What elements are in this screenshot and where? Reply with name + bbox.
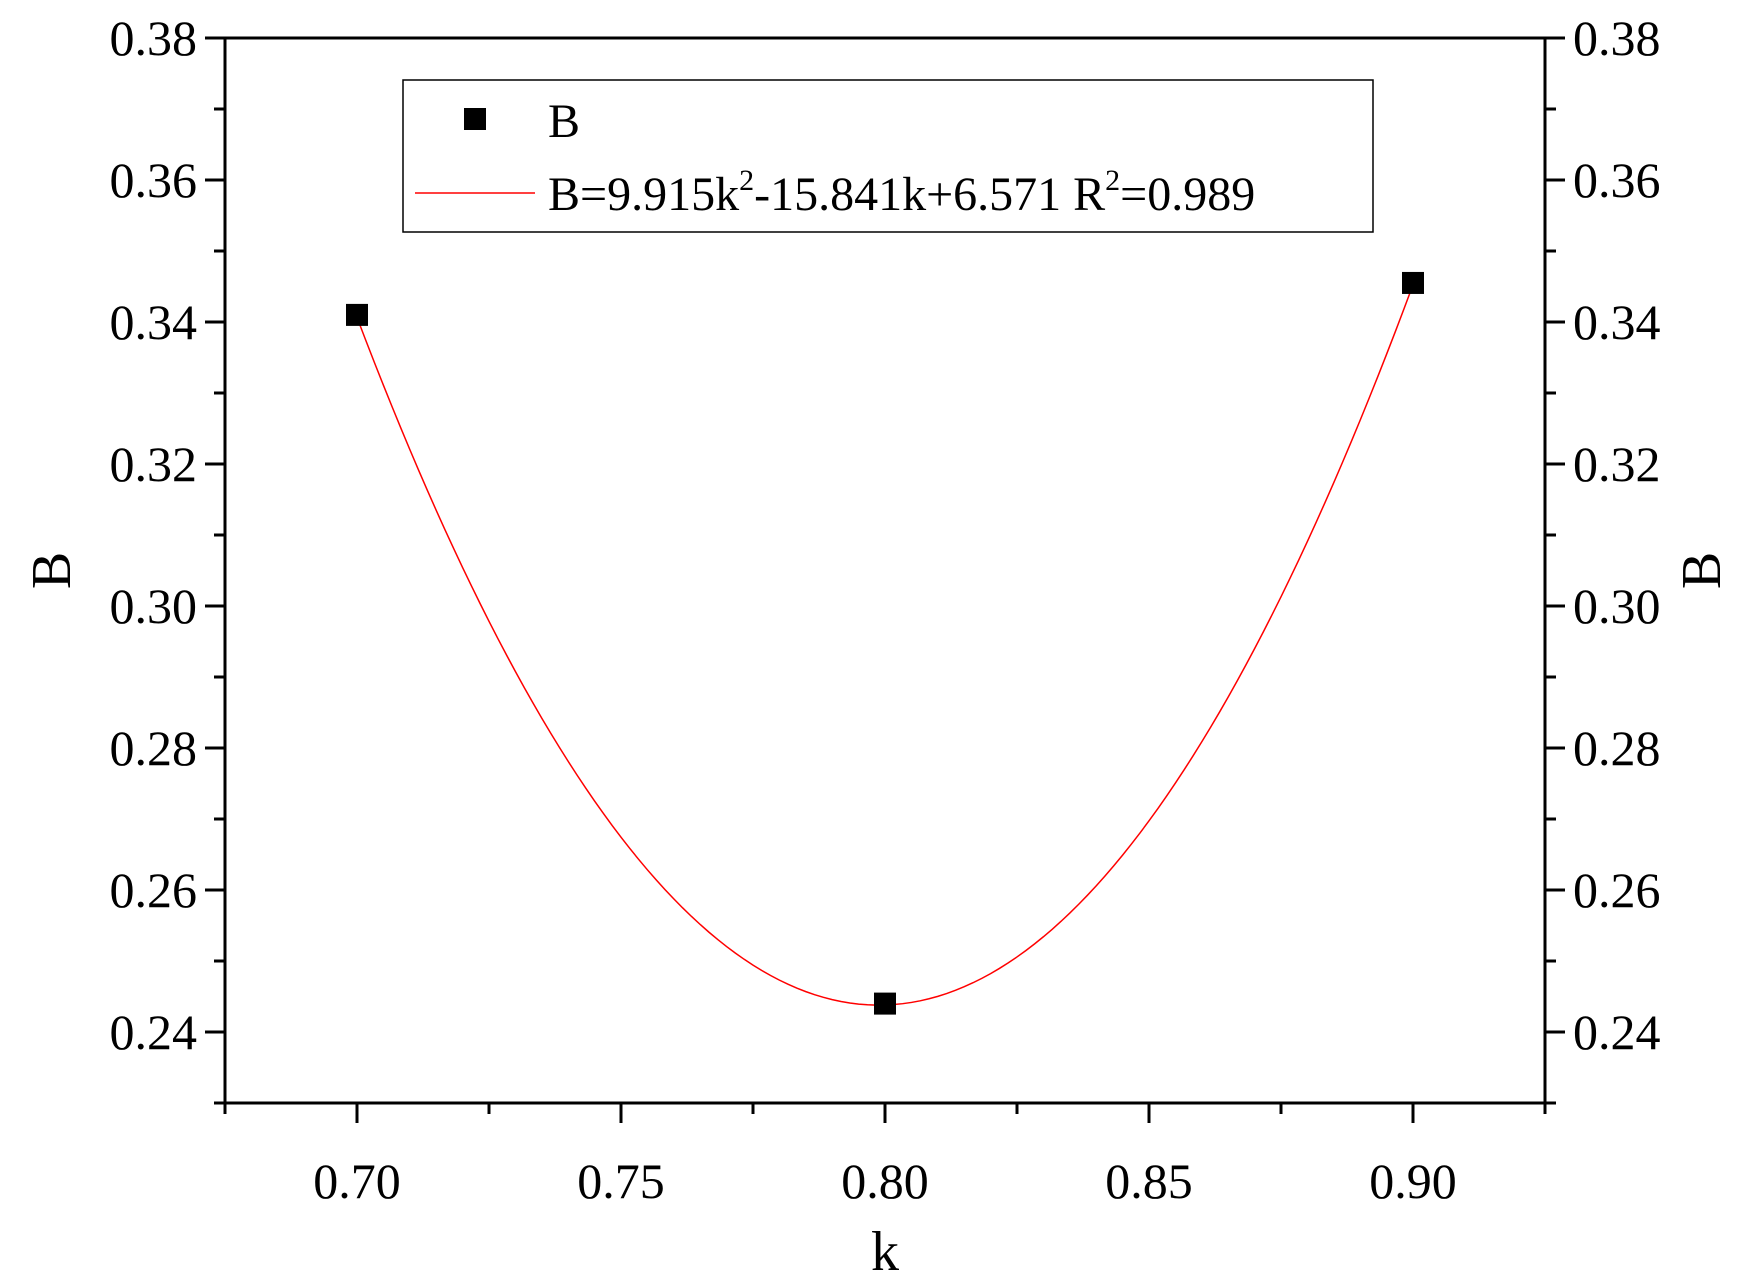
data-point: [346, 303, 368, 326]
y-tick-label-right: 0.32: [1573, 436, 1661, 492]
legend-box: [402, 79, 1374, 233]
y-tick-label-left: 0.32: [110, 436, 198, 492]
y-tick-label-right: 0.30: [1573, 578, 1661, 634]
y-tick-label-left: 0.34: [110, 294, 198, 350]
y-tick-label-left: 0.38: [110, 10, 198, 66]
x-axis-ticks: 0.70 0.75 0.80 0.85 0.90: [223, 1103, 1547, 1209]
y-tick-label-left: 0.26: [110, 862, 198, 918]
y-tick-label-right: 0.26: [1573, 862, 1661, 918]
legend-marker-square: [464, 108, 486, 130]
y-tick-label-left: 0.30: [110, 578, 198, 634]
x-axis-title: k: [871, 1221, 899, 1282]
y-tick-label-right: 0.28: [1573, 720, 1661, 776]
y-tick-label-left: 0.36: [110, 152, 198, 208]
legend-label-fit-equation: B=9.915k2-15.841k+6.571 R2=0.989: [548, 164, 1255, 221]
data-point: [1402, 271, 1424, 294]
legend-eq-sup-1: 2: [739, 164, 754, 197]
legend-eq-sup-2: 2: [1105, 164, 1120, 197]
y-tick-label-left: 0.24: [110, 1004, 198, 1060]
legend-label-b: B: [548, 95, 580, 148]
legend-eq-part-1: B=9.915k: [548, 168, 739, 221]
y-axis-title-right: B: [1671, 552, 1733, 589]
y-axis-ticks: 0.24 0.24 0.26 0.26 0.28 0.28 0.30 0.30 0.32 0.32…: [110, 10, 1661, 1105]
scatter-points: [346, 271, 1424, 1015]
legend-eq-part-3: =0.989: [1120, 168, 1255, 221]
x-tick-label: 0.70: [313, 1153, 401, 1209]
y-tick-label-left: 0.28: [110, 720, 198, 776]
legend-eq-part-2: -15.841k+6.571 R: [754, 168, 1105, 221]
x-tick-label: 0.85: [1105, 1153, 1193, 1209]
fit-curve-line: [356, 284, 1414, 1006]
y-tick-label-right: 0.38: [1573, 10, 1661, 66]
x-tick-label: 0.80: [841, 1153, 929, 1209]
y-axis-title-left: B: [21, 552, 83, 589]
x-tick-label: 0.75: [577, 1153, 665, 1209]
y-tick-label-right: 0.34: [1573, 294, 1661, 350]
data-point: [874, 992, 896, 1015]
y-tick-label-right: 0.24: [1573, 1004, 1661, 1060]
legend: B B=9.915k2-15.841k+6.571 R2=0.989: [402, 79, 1374, 233]
y-tick-label-right: 0.36: [1573, 152, 1661, 208]
x-tick-label: 0.90: [1369, 1153, 1457, 1209]
